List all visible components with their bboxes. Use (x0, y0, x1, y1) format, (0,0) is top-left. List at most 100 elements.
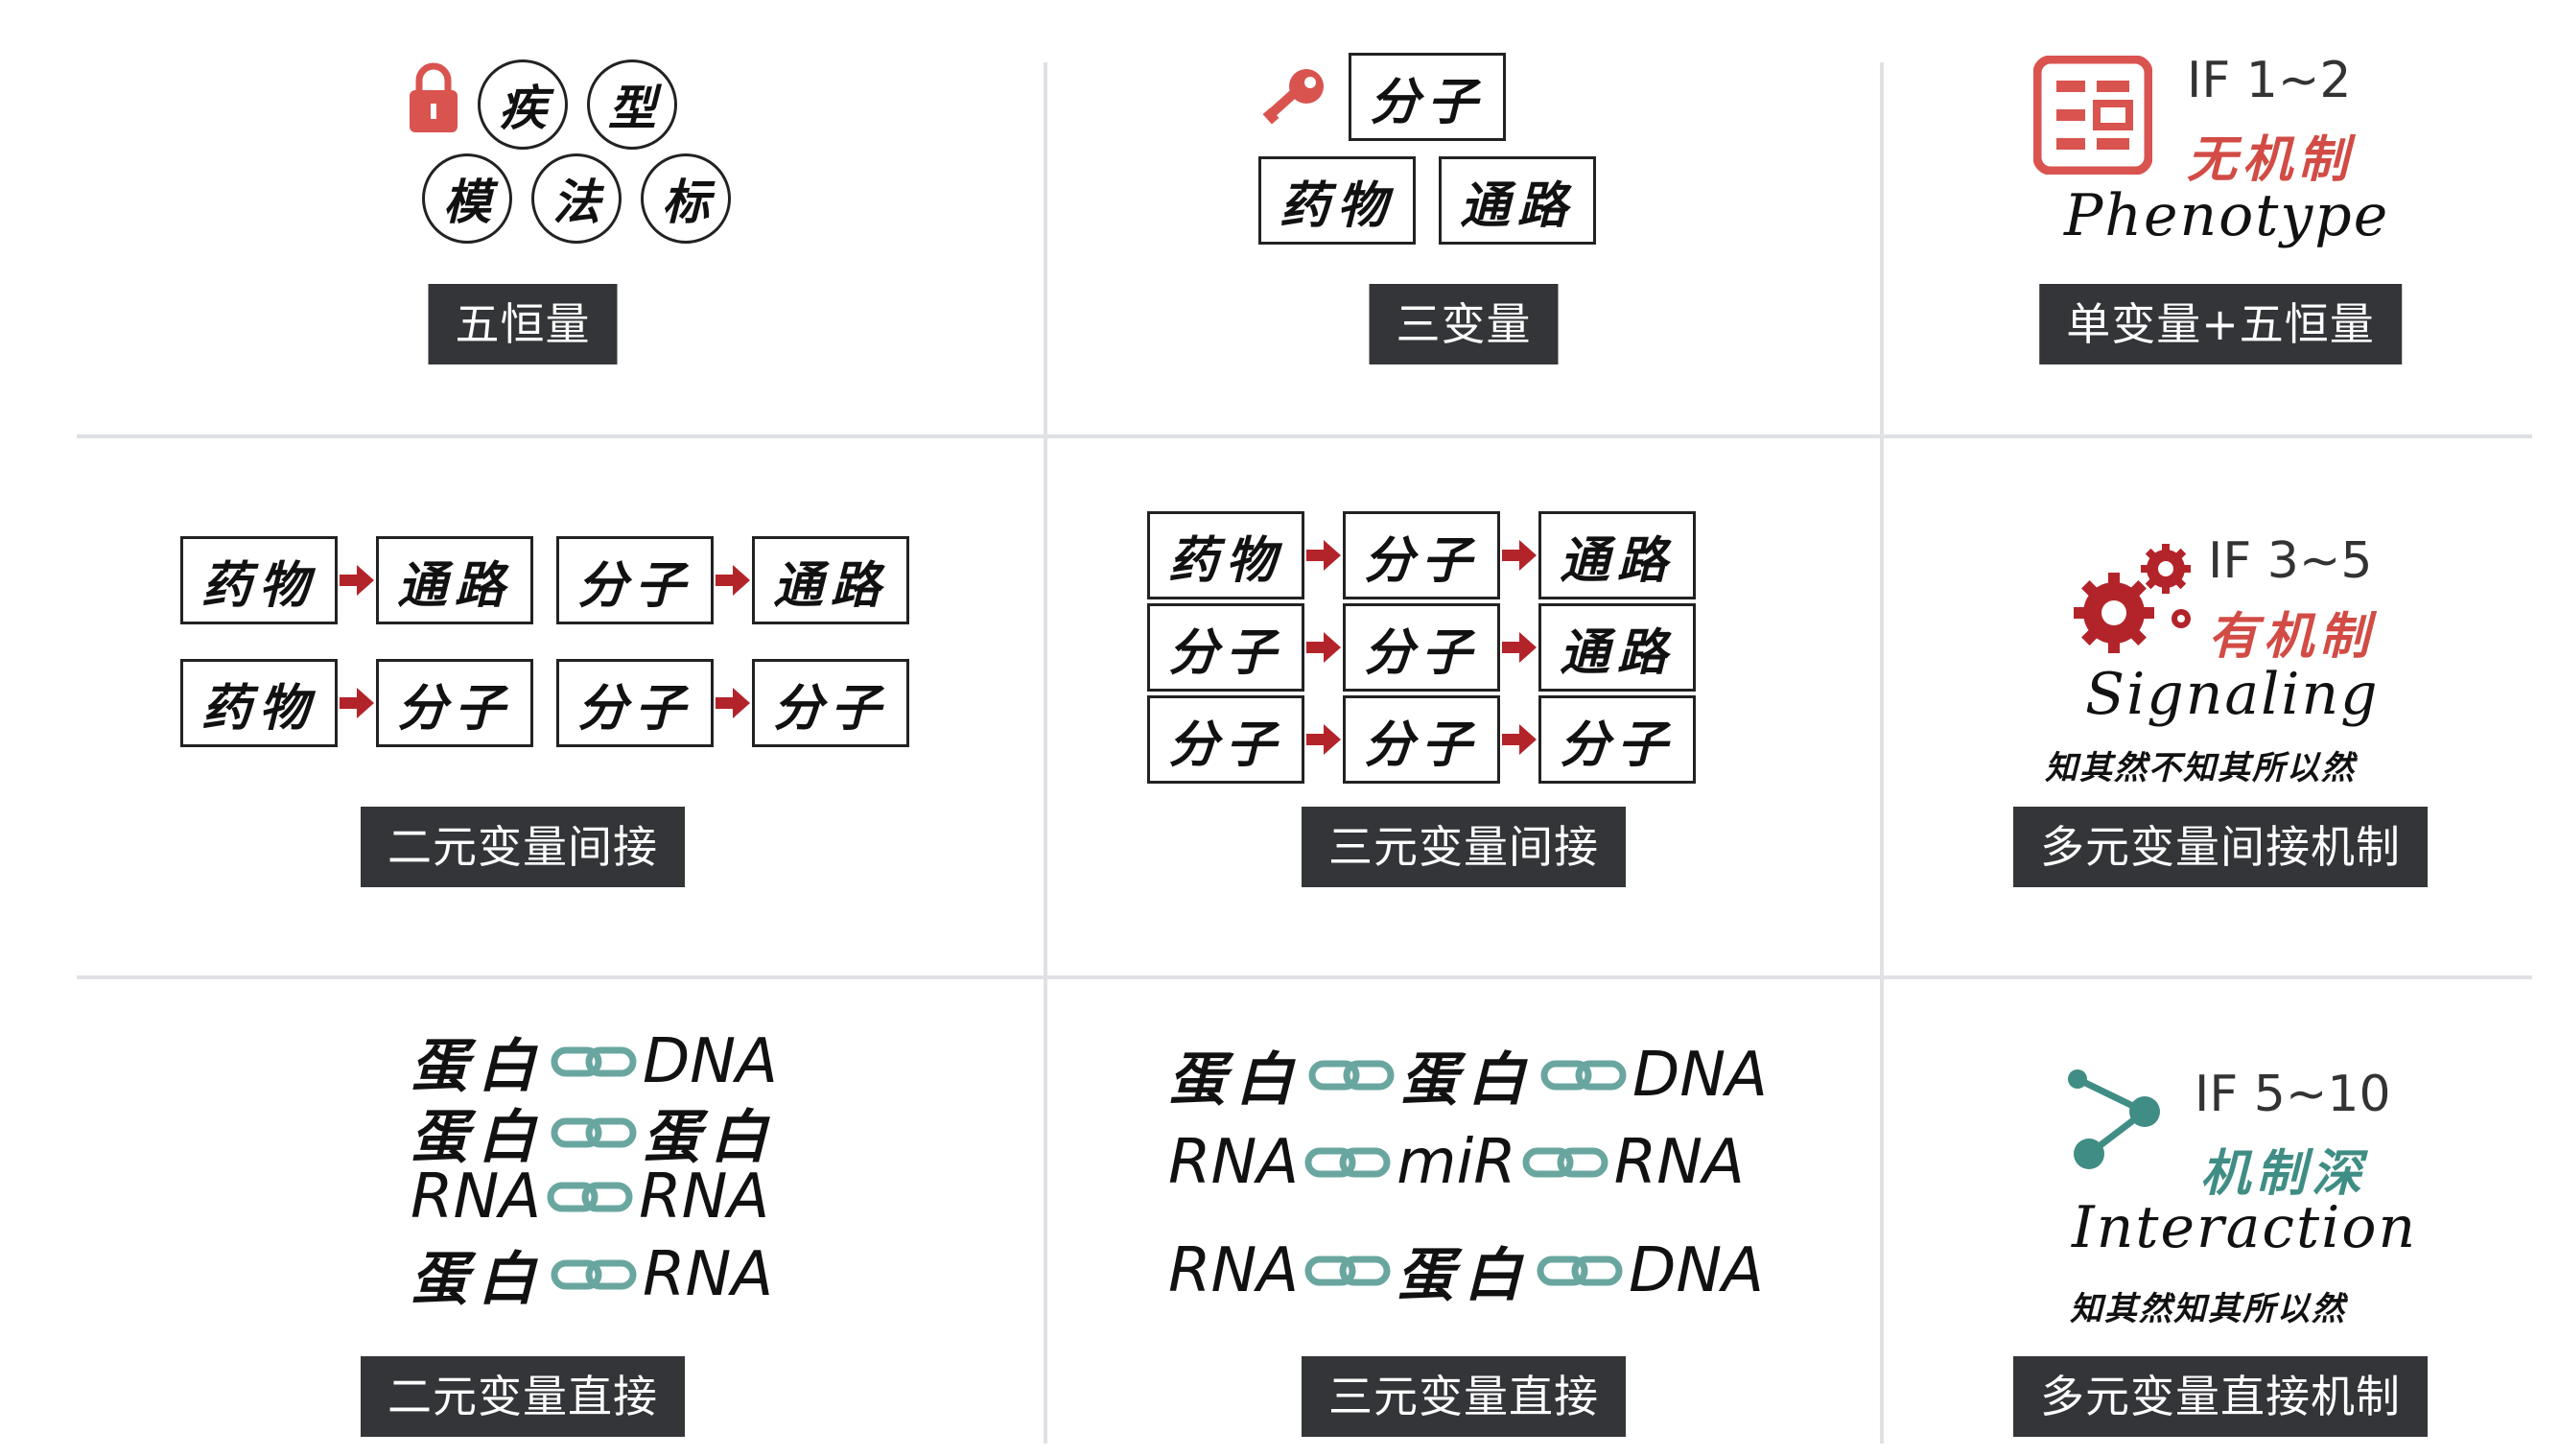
link-icon (1537, 1256, 1623, 1285)
box-row-top: 分子 (1349, 53, 1506, 141)
mechanism-label: 有机制 (2208, 607, 2376, 666)
english-label: Interaction (2072, 1194, 2418, 1261)
word-box: 分子 (1343, 695, 1500, 784)
interaction-line: RNA miR RNA (1168, 1127, 1745, 1198)
cell-binary-direct: 蛋白 DNA 蛋白 蛋白 RNA RNA 蛋白 RNA 二元变量直接 (0, 977, 1045, 1456)
gears-icon (2074, 544, 2191, 653)
link-icon (1304, 1256, 1391, 1285)
interaction-line: 蛋白 RNA (411, 1233, 773, 1316)
cell-three-variables: 分子 药物 通路 三变量 (1045, 0, 1882, 436)
word-box: 分子 (376, 659, 533, 747)
cell-ternary-indirect: 药物 分子 通路 分子 分子 通路 分子 分子 分子 三元变量间接 (1045, 436, 1882, 977)
chain-row: 药物 通路 分子 通路 (180, 536, 909, 624)
arrow-right-icon (340, 688, 374, 718)
cell-binary-indirect: 药物 通路 分子 通路 药物 分子 分子 分子 二元变量间接 (0, 436, 1045, 977)
arrow-right-icon (1306, 724, 1341, 755)
cell-ternary-direct: 蛋白 蛋白 DNA RNA miR RNA RNA 蛋白 DNA 三元变量直接 (1045, 977, 1882, 1456)
molecule-term: 蛋白 (1168, 1046, 1303, 1114)
circle-word: 法 (531, 153, 622, 244)
caption-label: 二元变量间接 (361, 807, 685, 887)
caption-label: 三变量 (1369, 284, 1559, 364)
link-icon (1304, 1147, 1391, 1178)
molecule-term: DNA (1629, 1234, 1765, 1306)
word-box: 分子 (1343, 511, 1500, 599)
arrow-right-icon (716, 688, 750, 718)
impact-factor-label: IF 3~5 (2208, 532, 2373, 590)
word-box: 通路 (1538, 511, 1696, 599)
circle-word: 标 (641, 153, 731, 244)
cell-single-variable: IF 1~2 无机制 Phenotype 单变量+五恒量 (1882, 0, 2559, 436)
mechanism-label: 无机制 (2187, 130, 2355, 189)
interaction-line: RNA 蛋白 DNA (1168, 1229, 1764, 1312)
vertical-divider-1 (1044, 62, 1047, 1444)
word-box: 分子 (556, 659, 714, 747)
word-box: 分子 (556, 536, 714, 624)
chain-row: 药物 分子 分子 分子 (180, 659, 909, 747)
cell-multi-indirect: IF 3~5 有机制 Signaling 知其然不知其所以然 多元变量间接机制 (1882, 436, 2559, 977)
caption-label: 单变量+五恒量 (2039, 284, 2402, 364)
word-box: 药物 (1147, 511, 1304, 599)
mechanism-label: 机制深 (2200, 1144, 2368, 1203)
molecule-term: 蛋白 (411, 1033, 545, 1100)
data-book-icon (2033, 56, 2152, 175)
link-icon (551, 1046, 637, 1076)
interaction-line: 蛋白 DNA (411, 1020, 778, 1103)
interaction-line: 蛋白 蛋白 (411, 1091, 777, 1174)
word-box: 药物 (180, 659, 338, 747)
molecule-term: 蛋白 (643, 1104, 777, 1171)
link-icon (1540, 1060, 1627, 1090)
molecule-term: miR (1397, 1127, 1516, 1198)
lock-icon (410, 62, 458, 132)
word-box: 分子 (752, 659, 909, 747)
key-icon (1262, 69, 1324, 125)
arrow-right-icon (1306, 632, 1341, 663)
link-icon (551, 1117, 637, 1147)
word-box: 分子 (1349, 53, 1506, 141)
word-box: 药物 (1258, 156, 1416, 245)
link-icon (551, 1259, 637, 1289)
word-box: 分子 (1343, 603, 1500, 692)
arrow-right-icon (1502, 724, 1537, 755)
circle-word: 模 (422, 153, 512, 244)
link-icon (1522, 1147, 1608, 1178)
arrow-right-icon (1306, 540, 1341, 571)
molecule-term: 蛋白 (1397, 1242, 1532, 1309)
molecule-term: 蛋白 (411, 1246, 545, 1313)
word-box: 分子 (1147, 695, 1304, 784)
horizontal-divider-1 (77, 434, 2532, 438)
english-label: Signaling (2085, 661, 2380, 728)
word-box: 通路 (376, 536, 533, 624)
interaction-line: 蛋白 蛋白 DNA (1168, 1033, 1768, 1116)
molecule-term: RNA (1168, 1234, 1300, 1306)
molecule-term: DNA (1632, 1039, 1768, 1111)
circle-word: 型 (587, 59, 677, 150)
cell-multi-direct: IF 5~10 机制深 Interaction 知其然知其所以然 多元变量直接机… (1882, 977, 2559, 1456)
cell-five-constants: 疾 型 模 法 标 五恒量 (0, 0, 1045, 436)
molecule-term: 蛋白 (1400, 1046, 1535, 1114)
chain-row: 药物 分子 通路 (1147, 511, 1696, 599)
link-icon (547, 1182, 633, 1212)
word-box: 分子 (1147, 603, 1304, 692)
word-box: 药物 (180, 536, 338, 624)
vertical-divider-2 (1880, 62, 1884, 1444)
word-box: 通路 (1439, 156, 1596, 245)
box-row-bottom: 药物 通路 (1258, 156, 1596, 245)
word-box: 通路 (1538, 603, 1696, 692)
impact-factor-label: IF 1~2 (2187, 52, 2352, 109)
proverb-label: 知其然不知其所以然 (2045, 749, 2356, 787)
molecule-term: RNA (1168, 1127, 1300, 1198)
chain-row: 分子 分子 通路 (1147, 603, 1696, 692)
caption-label: 二元变量直接 (361, 1356, 685, 1437)
molecule-term: RNA (1613, 1127, 1745, 1198)
circle-word: 疾 (478, 59, 568, 150)
interaction-line: RNA RNA (411, 1162, 769, 1233)
caption-label: 三元变量间接 (1302, 807, 1626, 887)
word-box: 分子 (1538, 695, 1696, 784)
link-icon (1308, 1060, 1395, 1090)
chain-row: 分子 分子 分子 (1147, 695, 1696, 784)
molecule-term: 蛋白 (411, 1104, 545, 1171)
molecule-icon (2068, 1069, 2160, 1169)
molecule-term: RNA (643, 1238, 774, 1310)
molecule-term: RNA (411, 1162, 542, 1233)
caption-label: 多元变量间接机制 (2013, 807, 2428, 887)
